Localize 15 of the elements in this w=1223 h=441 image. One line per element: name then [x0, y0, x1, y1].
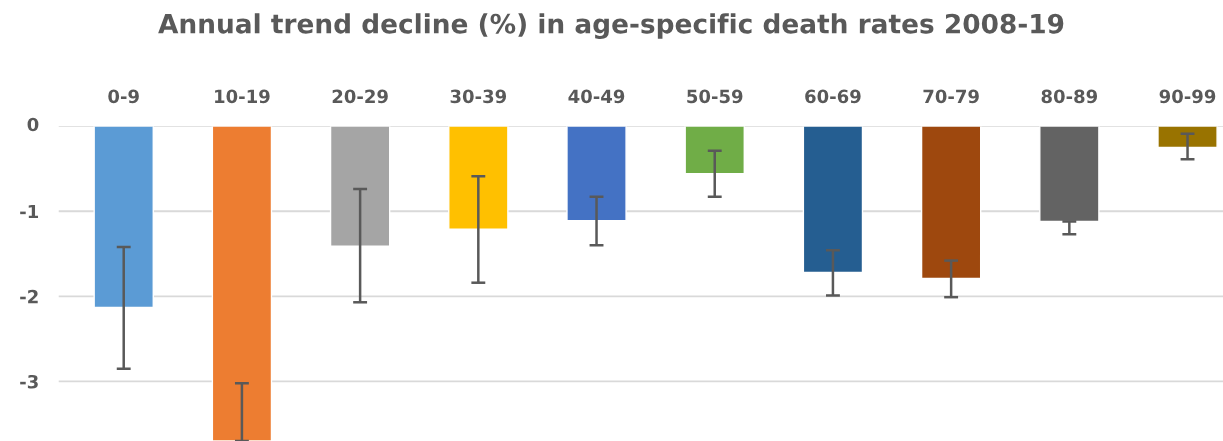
- x-tick-label: 60-69: [805, 89, 861, 104]
- y-tick-label: 0: [27, 117, 39, 132]
- x-tick-label: 40-49: [568, 89, 625, 104]
- y-tick-label: -2: [20, 289, 38, 304]
- x-tick-label: 10-19: [215, 89, 270, 104]
- x-tick-label: 30-39: [450, 89, 507, 104]
- y-tick-label: -3: [20, 374, 38, 389]
- chart-title: Annual trend decline (%) in age-specific death rates 2008-19: [158, 13, 1064, 39]
- x-tick-label: 70-79: [923, 89, 979, 104]
- x-tick-label: 90-99: [1159, 89, 1216, 104]
- x-tick-label: 80-89: [1041, 89, 1098, 104]
- x-tick-label: 20-29: [332, 89, 388, 104]
- x-tick-label: 0-9: [108, 89, 139, 104]
- x-tick-label: 50-59: [687, 89, 743, 104]
- y-tick-label: -1: [20, 204, 39, 219]
